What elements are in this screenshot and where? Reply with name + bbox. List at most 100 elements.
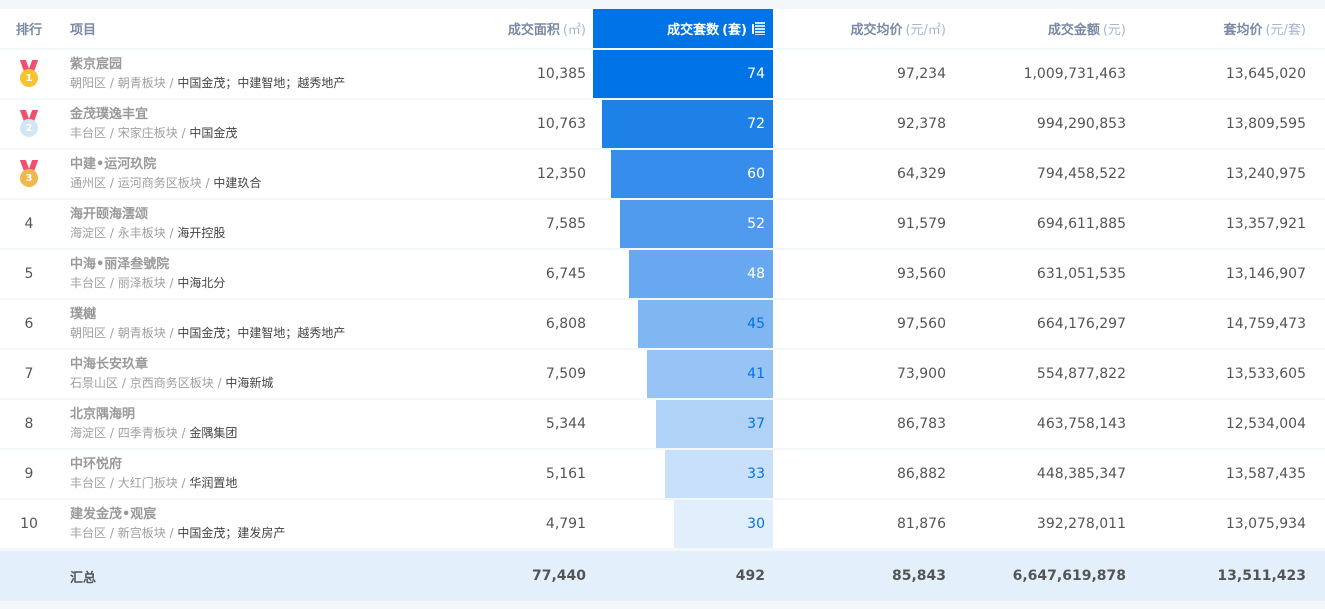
table-row[interactable]: 1 紫京宸园 朝阳区 / 朝青板块 / 中国金茂；中建智地；越秀地产 10,38… (0, 50, 1325, 98)
project-name[interactable]: 中环悦府 (70, 457, 123, 472)
block: 永丰板块 (117, 226, 166, 240)
block: 丽泽板块 (117, 276, 166, 290)
table-row[interactable]: 2 金茂璞逸丰宜 丰台区 / 宋家庄板块 / 中国金茂 10,763 72 92… (0, 100, 1325, 148)
ranking-table: 排行 项目 成交面积 (㎡) 成交套数 (套) 成交均价 (元/㎡) 成交金额 (元) … (0, 9, 1325, 603)
unit-avg-cell: 13,809,595 (1225, 116, 1306, 132)
project-location: 海淀区 / 永丰板块 / 海开控股 (70, 226, 226, 240)
medal-bronze-icon: 3 (18, 160, 40, 188)
project-location: 朝阳区 / 朝青板块 / 中国金茂；中建智地；越秀地产 (70, 76, 346, 90)
developer: 中国金茂 (189, 126, 238, 140)
header-amount[interactable]: 成交金额 (元) (960, 9, 1126, 48)
unit-avg-cell: 13,357,921 (1225, 216, 1306, 232)
header-amount-label: 成交金额 (1047, 23, 1100, 38)
project-name[interactable]: 璞樾 (70, 307, 97, 322)
rank-number: 6 (24, 316, 34, 332)
avg-price-cell: 97,234 (897, 66, 946, 82)
area-cell: 7,509 (545, 366, 586, 382)
rank-cell: 6 (0, 300, 58, 348)
project-location: 海淀区 / 四季青板块 / 金隅集团 (70, 426, 238, 440)
project-name[interactable]: 海开颐海澐颂 (70, 207, 149, 222)
project-name[interactable]: 中海•丽泽叁號院 (70, 257, 170, 272)
project-location: 丰台区 / 丽泽板块 / 中海北分 (70, 276, 226, 290)
project-location: 朝阳区 / 朝青板块 / 中国金茂；中建智地；越秀地产 (70, 326, 346, 340)
area-cell: 5,344 (545, 416, 586, 432)
sort-descending-icon[interactable] (751, 22, 765, 35)
block: 新宫板块 (117, 526, 166, 540)
avg-price-cell: 81,876 (897, 516, 946, 532)
project-name[interactable]: 北京隅海明 (70, 407, 136, 422)
table-row[interactable]: 5 中海•丽泽叁號院 丰台区 / 丽泽板块 / 中海北分 6,745 48 93… (0, 250, 1325, 298)
project-name[interactable]: 建发金茂•观宸 (70, 507, 157, 522)
units-cell: 48 (593, 250, 773, 298)
units-value: 37 (747, 416, 765, 432)
rank-number: 7 (24, 366, 34, 382)
rank-cell: 5 (0, 250, 58, 298)
developer: 中国金茂；中建智地；越秀地产 (177, 76, 346, 90)
units-bar (656, 400, 773, 448)
header-project-label: 项目 (70, 23, 97, 38)
table-row[interactable]: 10 建发金茂•观宸 丰台区 / 新宫板块 / 中国金茂；建发房产 4,791 … (0, 500, 1325, 548)
developer: 海开控股 (177, 226, 226, 240)
developer: 中国金茂；中建智地；越秀地产 (177, 326, 346, 340)
units-bar (611, 150, 773, 198)
units-bar (620, 200, 773, 248)
units-value: 72 (747, 116, 765, 132)
table-row[interactable]: 7 中海长安玖章 石景山区 / 京西商务区板块 / 中海新城 7,509 41 … (0, 350, 1325, 398)
units-cell: 74 (593, 50, 773, 98)
header-units-unit: (套) (722, 23, 747, 38)
project-location: 丰台区 / 新宫板块 / 中国金茂；建发房产 (70, 526, 286, 540)
table-row[interactable]: 9 中环悦府 丰台区 / 大红门板块 / 华润置地 5,161 33 86,88… (0, 450, 1325, 498)
header-unit-avg[interactable]: 套均价 (元/套) (1140, 9, 1306, 48)
rank-number: 5 (24, 266, 34, 282)
avg-price-cell: 97,560 (897, 316, 946, 332)
units-bar (674, 500, 773, 548)
units-value: 33 (747, 466, 765, 482)
district: 海淀区 (70, 426, 107, 440)
amount-cell: 1,009,731,463 (1023, 66, 1126, 82)
header-units-sorted[interactable]: 成交套数 (套) (593, 9, 773, 48)
units-cell: 52 (593, 200, 773, 248)
header-rank: 排行 (15, 23, 42, 38)
units-cell: 30 (593, 500, 773, 548)
rank-number: 4 (24, 216, 34, 232)
summary-row: 汇总 77,440 492 85,843 6,647,619,878 13,51… (0, 551, 1325, 601)
units-bar (665, 450, 773, 498)
header-avg-price-unit: (元/㎡) (905, 23, 946, 38)
summary-units: 492 (735, 568, 765, 584)
summary-avg-price: 85,843 (891, 568, 946, 584)
unit-avg-cell: 13,240,975 (1225, 166, 1306, 182)
area-cell: 6,745 (545, 266, 586, 282)
table-row[interactable]: 6 璞樾 朝阳区 / 朝青板块 / 中国金茂；中建智地；越秀地产 6,808 4… (0, 300, 1325, 348)
units-cell: 45 (593, 300, 773, 348)
project-name[interactable]: 中建•运河玖院 (70, 157, 157, 172)
avg-price-cell: 86,783 (897, 416, 946, 432)
table-row[interactable]: 3 中建•运河玖院 通州区 / 运河商务区板块 / 中建玖合 12,350 60… (0, 150, 1325, 198)
table-row[interactable]: 4 海开颐海澐颂 海淀区 / 永丰板块 / 海开控股 7,585 52 91,5… (0, 200, 1325, 248)
units-cell: 37 (593, 400, 773, 448)
area-cell: 6,808 (545, 316, 586, 332)
project-name[interactable]: 金茂璞逸丰宜 (70, 107, 149, 122)
district: 石景山区 (70, 376, 119, 390)
header-avg-price[interactable]: 成交均价 (元/㎡) (780, 9, 946, 48)
project-cell: 北京隅海明 海淀区 / 四季青板块 / 金隅集团 (70, 400, 470, 448)
project-location: 通州区 / 运河商务区板块 / 中建玖合 (70, 176, 262, 190)
rank-cell: 1 (0, 50, 58, 98)
district: 丰台区 (70, 526, 107, 540)
project-cell: 建发金茂•观宸 丰台区 / 新宫板块 / 中国金茂；建发房产 (70, 500, 470, 548)
block: 朝青板块 (117, 76, 166, 90)
developer: 中海北分 (177, 276, 226, 290)
district: 朝阳区 (70, 76, 107, 90)
units-value: 48 (747, 266, 765, 282)
project-name[interactable]: 中海长安玖章 (70, 357, 149, 372)
district: 海淀区 (70, 226, 107, 240)
unit-avg-cell: 13,533,605 (1225, 366, 1306, 382)
units-bar (593, 50, 773, 98)
summary-area: 77,440 (531, 568, 586, 584)
district: 丰台区 (70, 476, 107, 490)
project-location: 丰台区 / 宋家庄板块 / 中国金茂 (70, 126, 238, 140)
block: 宋家庄板块 (117, 126, 178, 140)
header-area[interactable]: 成交面积 (㎡) (400, 9, 586, 48)
project-name[interactable]: 紫京宸园 (70, 57, 123, 72)
table-row[interactable]: 8 北京隅海明 海淀区 / 四季青板块 / 金隅集团 5,344 37 86,7… (0, 400, 1325, 448)
units-bar (647, 350, 773, 398)
